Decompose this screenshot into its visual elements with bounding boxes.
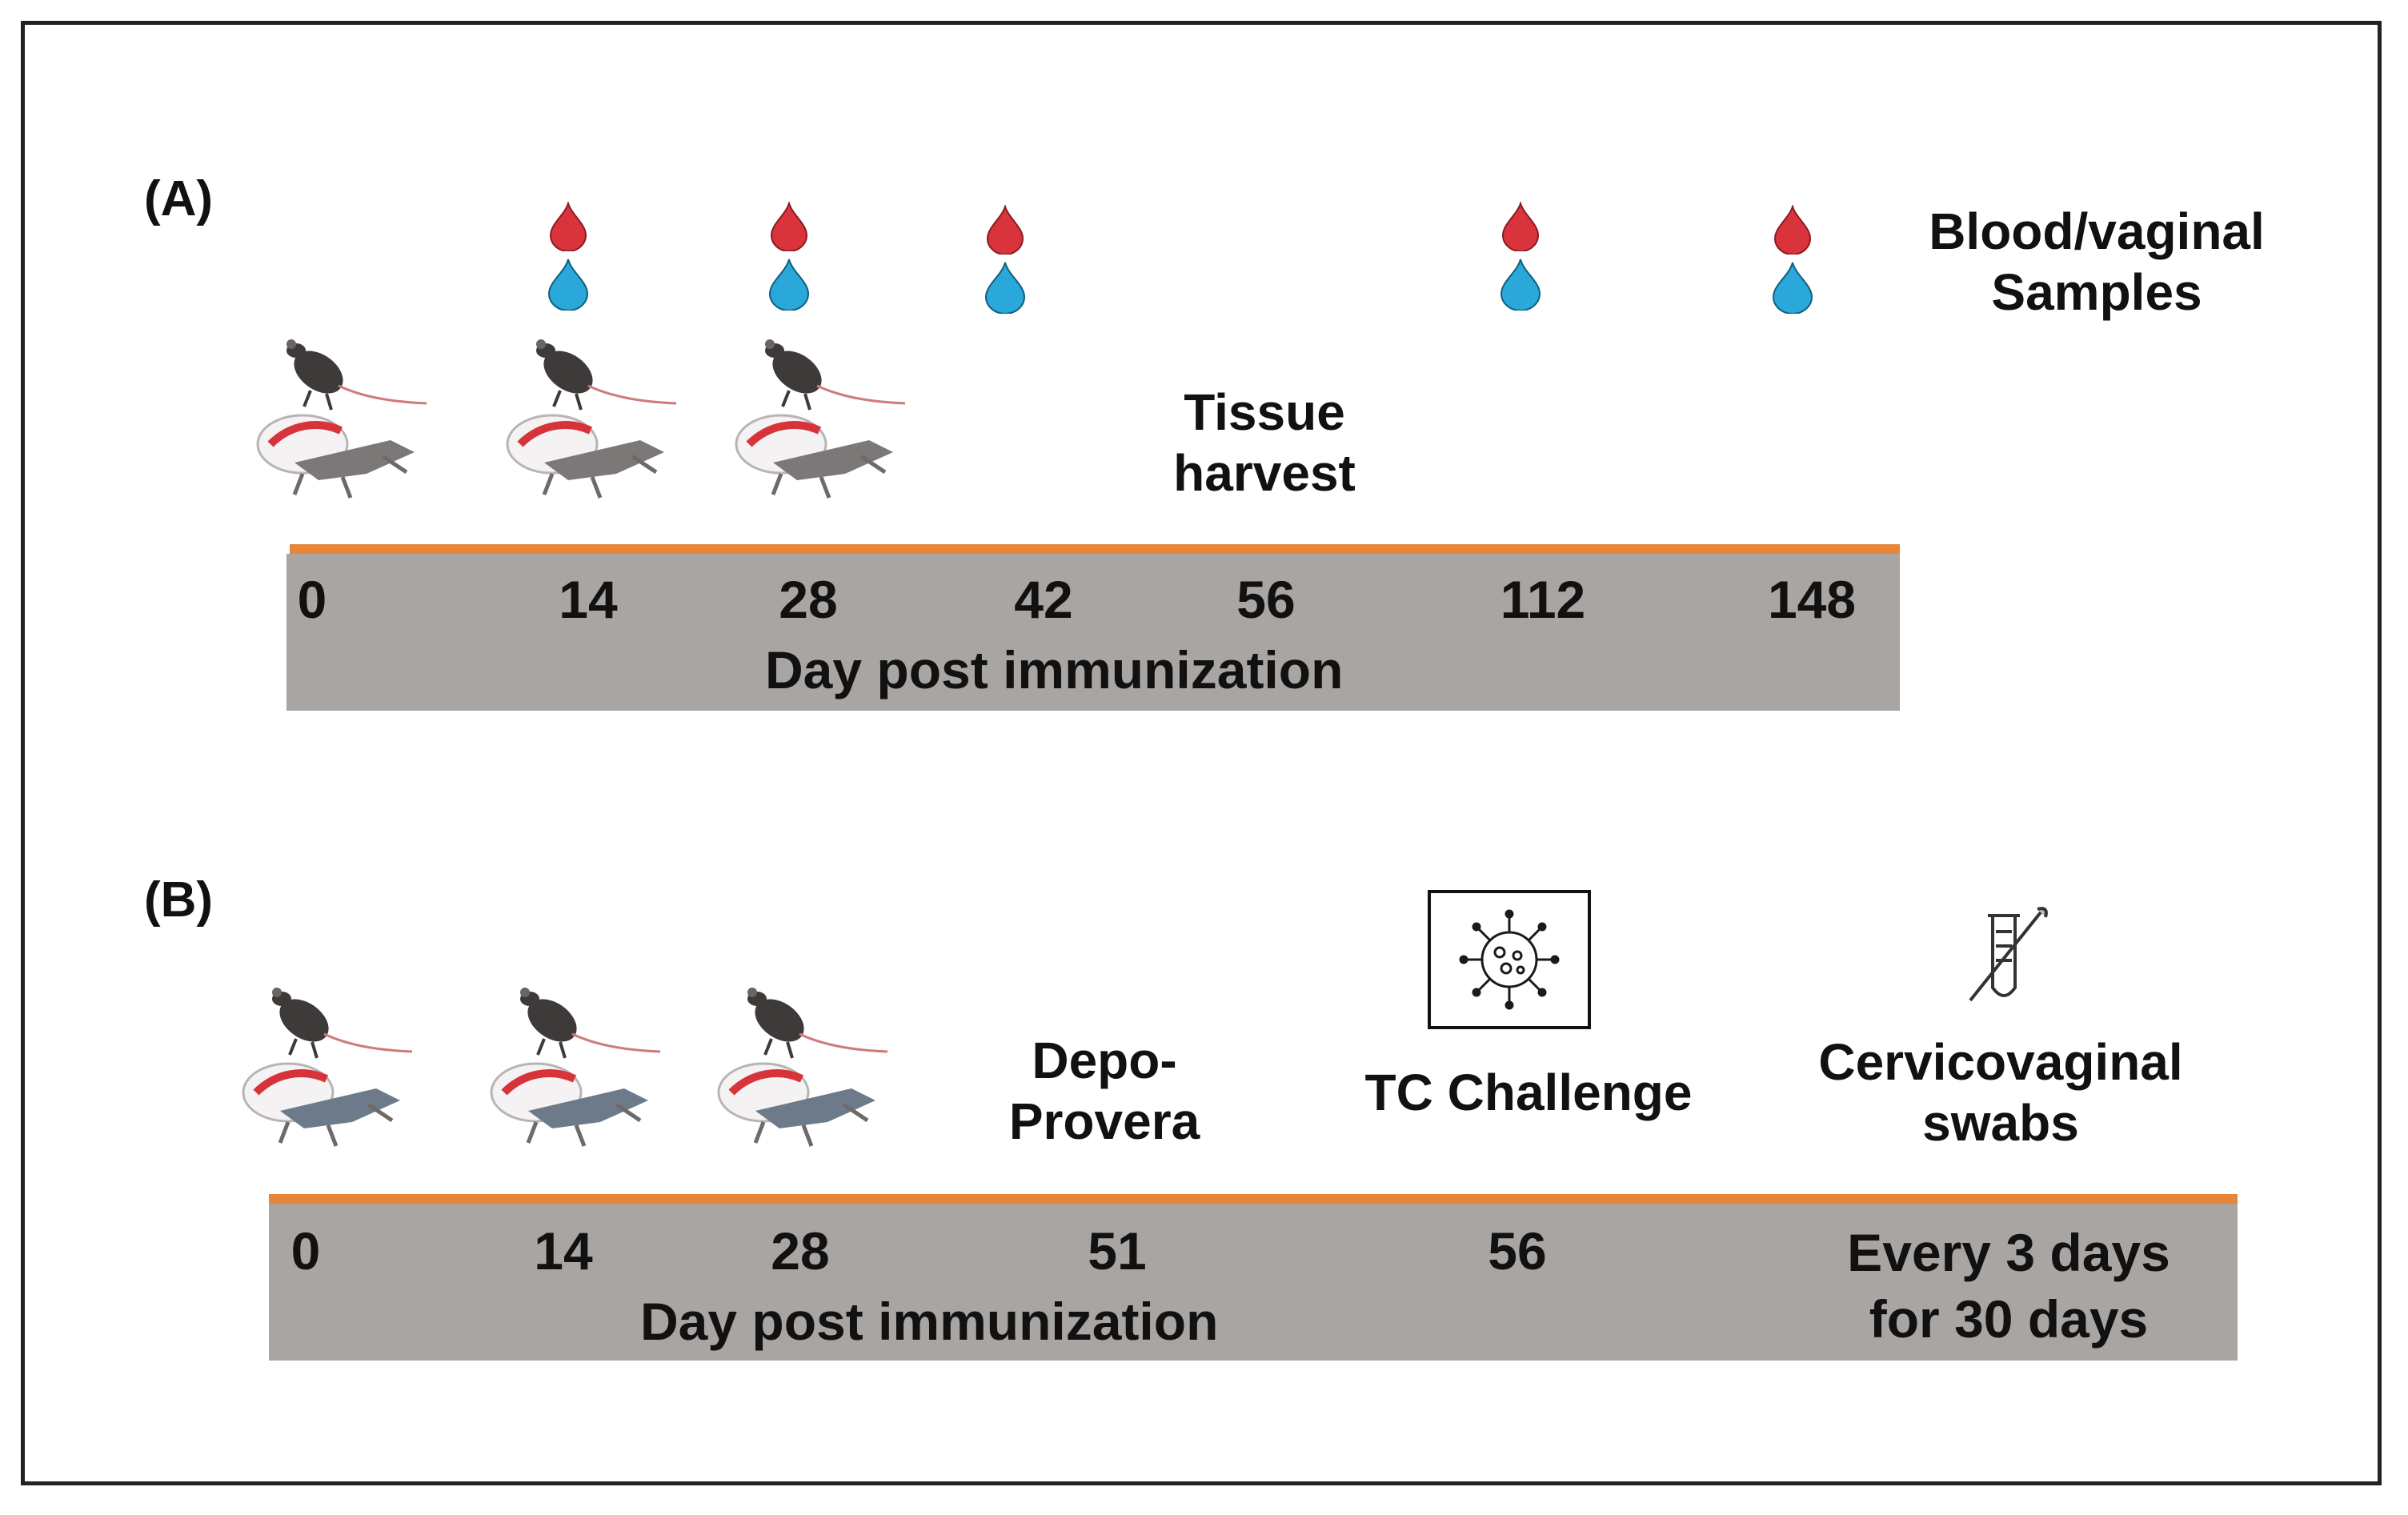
timeline-b-tick: 0 — [290, 1221, 321, 1281]
mouse-icon — [520, 988, 661, 1059]
timeline-a-tick: 42 — [1014, 570, 1073, 629]
timeline-b-bar — [269, 1204, 2238, 1361]
depo-provera-line-1: Depo- — [1032, 1032, 1177, 1089]
tissue-harvest-label: Tissue harvest — [1104, 383, 1424, 503]
mouse-immunization-icon — [725, 320, 917, 504]
timeline-a-tick: 0 — [297, 570, 327, 629]
mouse-immunization-icon — [707, 968, 899, 1152]
timeline-a-axis-title: Day post immunization — [765, 640, 1344, 699]
cervicovaginal-swabs-line-2: swabs — [1922, 1093, 2079, 1152]
mouse-icon — [747, 988, 888, 1059]
panel-b-label: (B) — [144, 872, 214, 928]
sample-legend-label: Blood/vaginal Samples — [1873, 202, 2321, 323]
timeline-a-accent-line — [290, 544, 1900, 554]
mouse-immunization-icon — [232, 968, 424, 1152]
mouse-icon — [286, 339, 427, 411]
blood-drop-icon — [1500, 202, 1541, 251]
timeline-a-tick: 28 — [779, 570, 838, 629]
mouse-immunization-icon — [496, 320, 688, 504]
mouse-icon — [765, 339, 906, 411]
cervicovaginal-swabs-line-1: Cervicovaginal — [1818, 1033, 2183, 1091]
vaginal-sample-drop-icon — [983, 261, 1028, 314]
tissue-harvest-line-1: Tissue — [1184, 383, 1345, 441]
cervicovaginal-swabs-label: Cervicovaginal swabs — [1769, 1032, 2233, 1153]
blood-drop-icon — [984, 205, 1026, 255]
swab-tube-icon — [1938, 904, 2058, 1016]
depo-provera-label: Depo- Provera — [960, 1031, 1248, 1152]
depo-provera-line-2: Provera — [1008, 1092, 1200, 1150]
chlamydia-virus-icon — [1428, 890, 1591, 1029]
tissue-harvest-line-2: harvest — [1173, 443, 1356, 502]
vaginal-sample-drop-icon — [1770, 261, 1815, 314]
timeline-a-tick: 56 — [1236, 570, 1296, 629]
blood-drop-icon — [547, 202, 589, 251]
blood-drop-icon — [1772, 205, 1813, 255]
sample-legend-line-1: Blood/vaginal — [1929, 202, 2265, 260]
timeline-a-bar — [286, 554, 1900, 711]
timeline-b-accent-line — [269, 1194, 2238, 1204]
timeline-b-tick: 51 — [1088, 1221, 1147, 1281]
vaginal-sample-drop-icon — [1498, 258, 1543, 311]
timeline-b-axis-title: Day post immunization — [640, 1292, 1219, 1351]
timeline-b-tick: 14 — [534, 1221, 593, 1281]
timeline-b-tick: 56 — [1488, 1221, 1547, 1281]
panel-a-label: (A) — [144, 171, 214, 226]
timeline-b-tick: 28 — [771, 1221, 830, 1281]
sample-legend-line-2: Samples — [1991, 263, 2202, 321]
timeline-a-tick: 148 — [1767, 570, 1857, 629]
timeline-b-last-tick: Every 3 days for 30 days — [1785, 1220, 2233, 1352]
timeline-b-last-tick-line-2: for 30 days — [1869, 1289, 2149, 1349]
vaginal-sample-drop-icon — [546, 258, 591, 311]
mouse-immunization-icon — [246, 320, 439, 504]
timeline-a-tick: 14 — [559, 570, 618, 629]
mouse-icon — [272, 988, 413, 1059]
vaginal-sample-drop-icon — [767, 258, 811, 311]
mouse-icon — [536, 339, 677, 411]
timeline-a-tick: 112 — [1500, 570, 1586, 629]
tc-challenge-label: TC Challenge — [1364, 1064, 1693, 1121]
mouse-immunization-icon — [480, 968, 672, 1152]
timeline-b-last-tick-line-1: Every 3 days — [1847, 1223, 2170, 1282]
blood-drop-icon — [768, 202, 810, 251]
